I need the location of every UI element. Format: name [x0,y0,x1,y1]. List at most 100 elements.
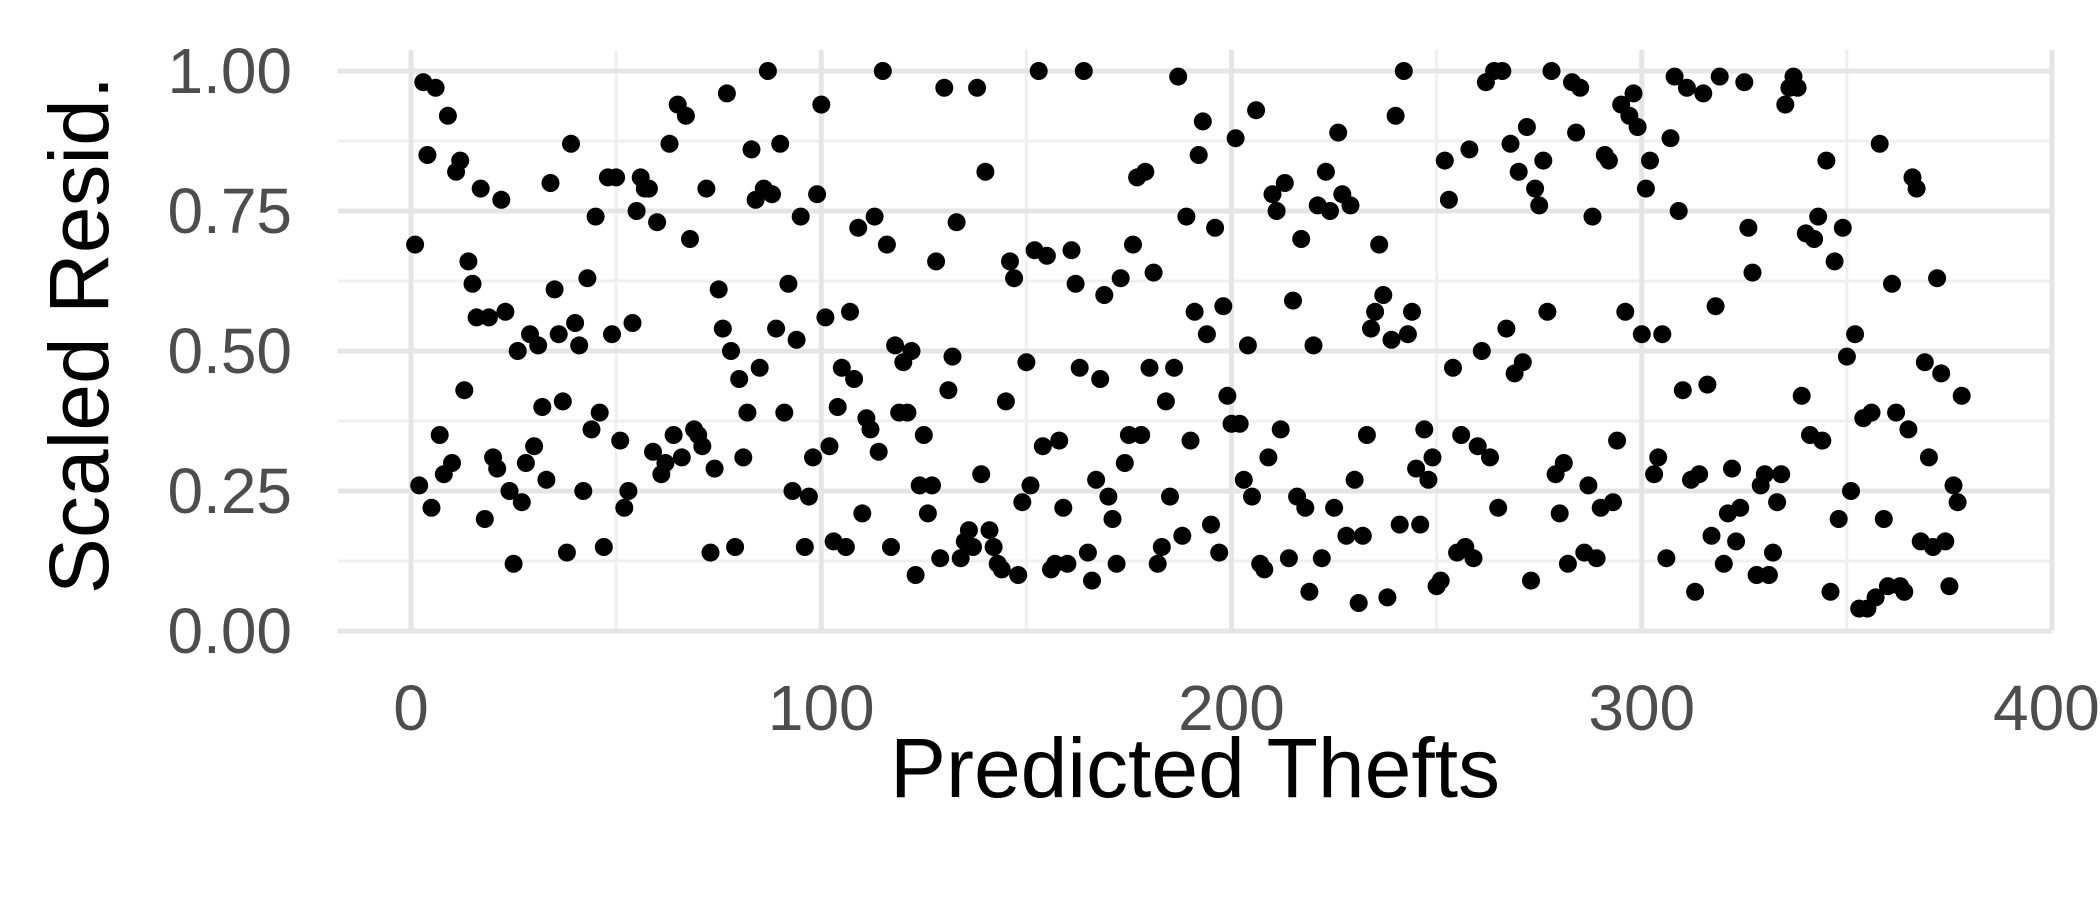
data-point [1710,67,1729,86]
data-point [578,269,597,288]
data-point [1095,286,1114,304]
data-point [603,325,621,344]
data-point [1300,582,1319,601]
data-point [730,370,749,388]
data-point [1727,532,1746,551]
data-point [1033,437,1052,456]
data-point [1899,420,1918,439]
data-point [1460,140,1479,159]
data-point [1013,493,1032,512]
data-point [935,78,954,97]
data-point [1316,162,1335,181]
data-point [1177,207,1196,226]
data-point [1936,532,1955,551]
data-point [1431,571,1450,590]
data-point [1530,196,1549,215]
data-point [1001,252,1019,271]
data-point [611,431,630,450]
data-point [853,504,872,523]
data-point [923,476,941,495]
data-point [1185,302,1204,321]
data-point [1472,342,1491,360]
data-point [676,106,695,125]
data-point [1948,493,1967,512]
grid [338,50,2055,634]
data-point [1070,358,1089,377]
data-point [1238,336,1257,355]
data-point [767,319,786,338]
data-point [1714,554,1733,573]
data-point [525,437,544,456]
data-point [779,274,798,293]
data-point [1665,67,1684,86]
data-point [1759,566,1778,584]
data-point [1558,554,1577,573]
data-point [959,521,978,540]
data-point [574,482,593,500]
data-point [496,302,515,321]
data-point [1583,207,1602,226]
data-point [1776,95,1795,114]
data-point [672,448,691,467]
data-point [639,179,658,198]
data-point [1411,515,1430,534]
data-point [443,454,461,472]
data-point [1415,420,1434,439]
data-point [1608,431,1627,450]
x-axis-tick-labels: 0 100 200 300 400 [393,672,2100,744]
data-point [1366,302,1385,321]
data-point [553,392,572,411]
data-point [644,442,662,461]
data-point [992,560,1011,579]
data-point [812,95,831,114]
data-point [1554,454,1573,472]
data-point [1005,269,1024,288]
data-point [1210,543,1229,562]
data-point [738,403,757,422]
data-point [1148,554,1167,573]
data-point [1046,554,1065,573]
data-point [996,392,1015,411]
data-point [1501,134,1520,153]
data-point [1091,370,1110,388]
data-point [1083,571,1101,590]
data-point [1743,263,1762,282]
data-point [1809,207,1828,226]
data-point [1641,151,1659,170]
data-point [1792,386,1811,405]
data-point [1156,392,1175,411]
data-point [1444,358,1462,377]
data-point [1706,297,1725,316]
data-point [627,202,646,220]
data-point [869,442,888,461]
data-point [1628,118,1647,136]
data-point [1833,218,1852,237]
data-point [1074,62,1093,80]
data-point [1895,582,1914,601]
data-point [1165,358,1184,377]
data-point [902,342,921,360]
data-point [582,420,601,439]
data-point [1218,386,1237,405]
data-point [1037,246,1056,265]
data-point [1698,375,1717,394]
data-point [1513,353,1532,372]
data-point [1296,498,1315,517]
data-point [615,498,634,517]
data-point [1944,476,1963,495]
data-point [607,168,626,187]
data-point [1345,470,1364,489]
data-point [1062,241,1081,260]
data-point [1673,381,1692,400]
data-point [1747,566,1766,584]
data-point [1341,196,1360,215]
data-point [1493,62,1512,80]
data-point [1649,448,1668,467]
data-point [1419,470,1438,489]
data-point [943,347,962,366]
data-point [1214,297,1233,316]
data-point [1390,515,1409,534]
x-axis-title: Predicted Thefts [890,721,1500,815]
data-point [1550,504,1569,523]
data-point [1136,162,1155,181]
